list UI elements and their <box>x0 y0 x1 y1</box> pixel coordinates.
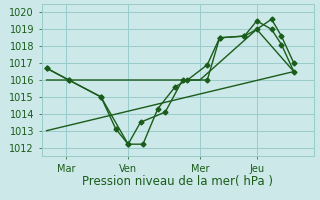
X-axis label: Pression niveau de la mer( hPa ): Pression niveau de la mer( hPa ) <box>82 175 273 188</box>
